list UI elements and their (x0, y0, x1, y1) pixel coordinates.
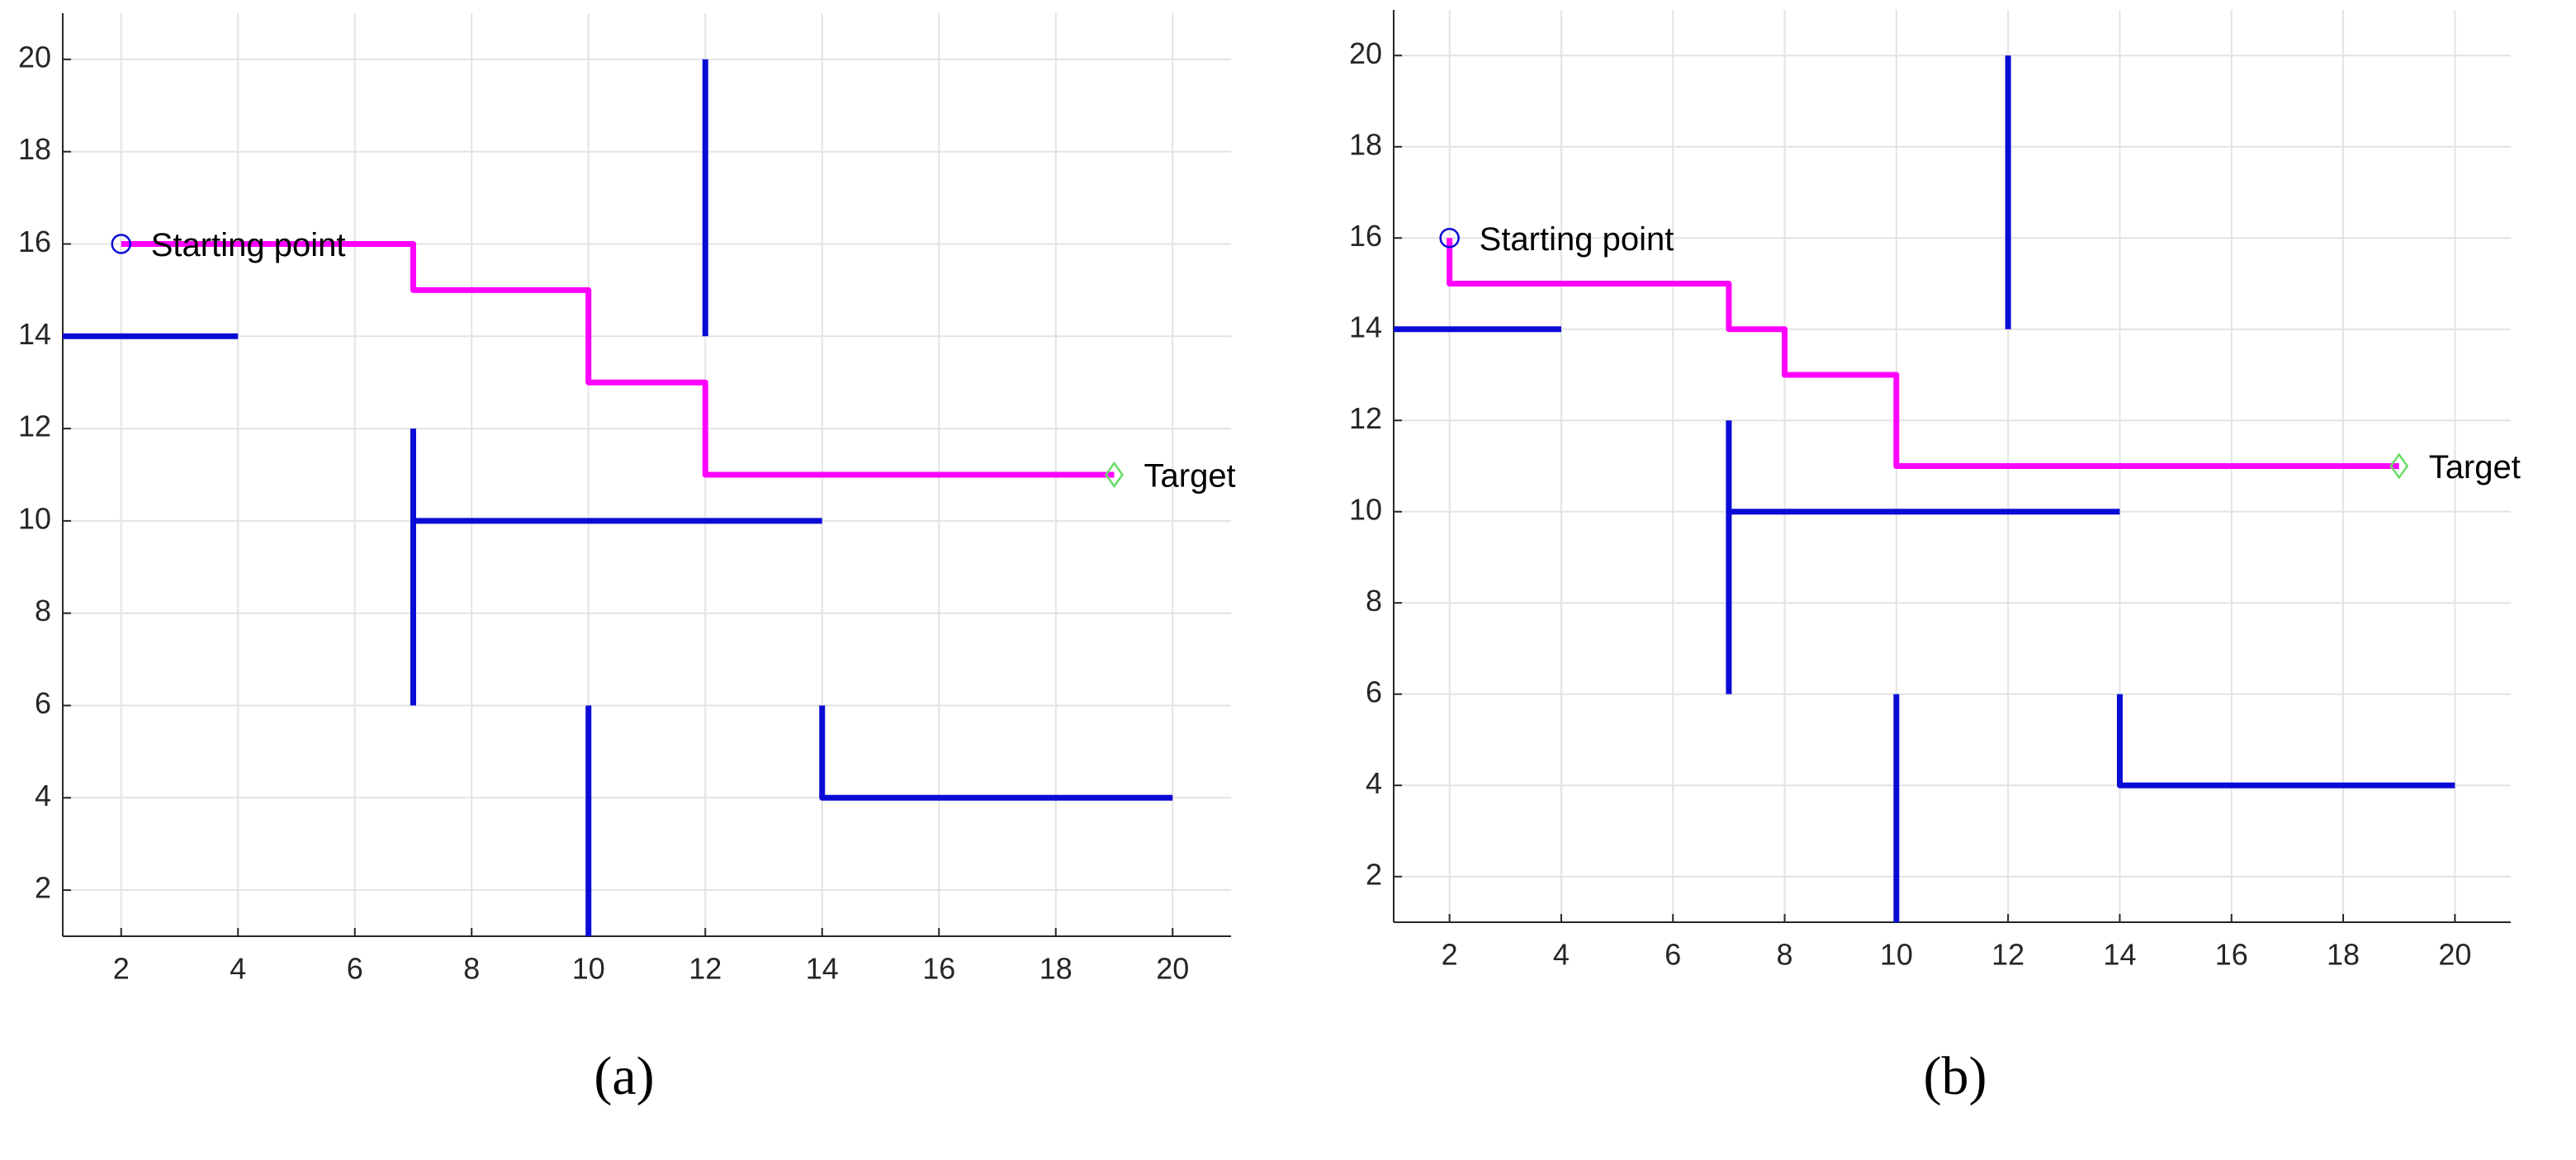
y-tick-label: 6 (1366, 675, 1382, 708)
x-tick-label: 2 (1442, 938, 1458, 972)
path-line (121, 241, 1115, 478)
x-tick-label: 16 (922, 952, 955, 986)
y-tick-label: 18 (18, 132, 51, 166)
x-tick-label: 20 (1156, 952, 1189, 986)
y-tick-label: 12 (18, 410, 51, 443)
y-tick-label: 2 (1366, 857, 1382, 891)
start-label: Starting point (151, 227, 346, 263)
start-marker (1439, 228, 1460, 249)
y-tick-label: 8 (1366, 584, 1382, 618)
y-tick-label: 2 (35, 871, 51, 905)
start-label: Starting point (1480, 221, 1674, 258)
y-tick-label: 16 (18, 225, 51, 258)
y-tick-label: 20 (18, 40, 51, 73)
caption: (b) (1924, 1046, 1987, 1106)
x-tick-label: 14 (2103, 938, 2136, 972)
target-label: Target (1144, 458, 1236, 495)
x-tick-label: 4 (1553, 938, 1570, 972)
path-line (1447, 238, 2399, 469)
x-tick-label: 8 (1777, 938, 1793, 972)
y-tick-label: 6 (35, 686, 51, 720)
start-marker (111, 234, 131, 254)
y-tick-label: 20 (1349, 36, 1382, 70)
x-tick-label: 18 (2327, 938, 2360, 972)
x-tick-label: 20 (2438, 938, 2471, 972)
x-tick-label: 12 (689, 952, 722, 986)
y-tick-label: 8 (35, 594, 51, 627)
target-label: Target (2429, 449, 2521, 485)
x-tick-label: 6 (1664, 938, 1681, 972)
target-marker (2389, 452, 2409, 480)
y-tick-label: 12 (1349, 401, 1382, 435)
x-tick-label: 8 (463, 952, 480, 986)
y-tick-label: 16 (1349, 219, 1382, 253)
x-tick-label: 6 (347, 952, 363, 986)
y-tick-label: 14 (18, 317, 51, 351)
caption: (a) (594, 1046, 654, 1106)
x-tick-label: 18 (1039, 952, 1073, 986)
obstacles (1394, 55, 2455, 922)
y-tick-label: 4 (1366, 766, 1382, 800)
x-tick-label: 12 (1991, 938, 2024, 972)
y-tick-label: 10 (1349, 492, 1382, 526)
y-tick-label: 18 (1349, 127, 1382, 161)
obstacles (63, 59, 1173, 936)
x-tick-label: 2 (113, 952, 130, 986)
x-tick-label: 16 (2215, 938, 2248, 972)
target-marker (1104, 461, 1125, 489)
x-tick-label: 14 (806, 952, 839, 986)
y-tick-label: 4 (35, 779, 51, 812)
y-tick-label: 14 (1349, 310, 1382, 343)
x-tick-label: 4 (230, 952, 246, 986)
x-tick-label: 10 (572, 952, 605, 986)
x-tick-label: 10 (1880, 938, 1913, 972)
y-tick-label: 10 (18, 501, 51, 535)
